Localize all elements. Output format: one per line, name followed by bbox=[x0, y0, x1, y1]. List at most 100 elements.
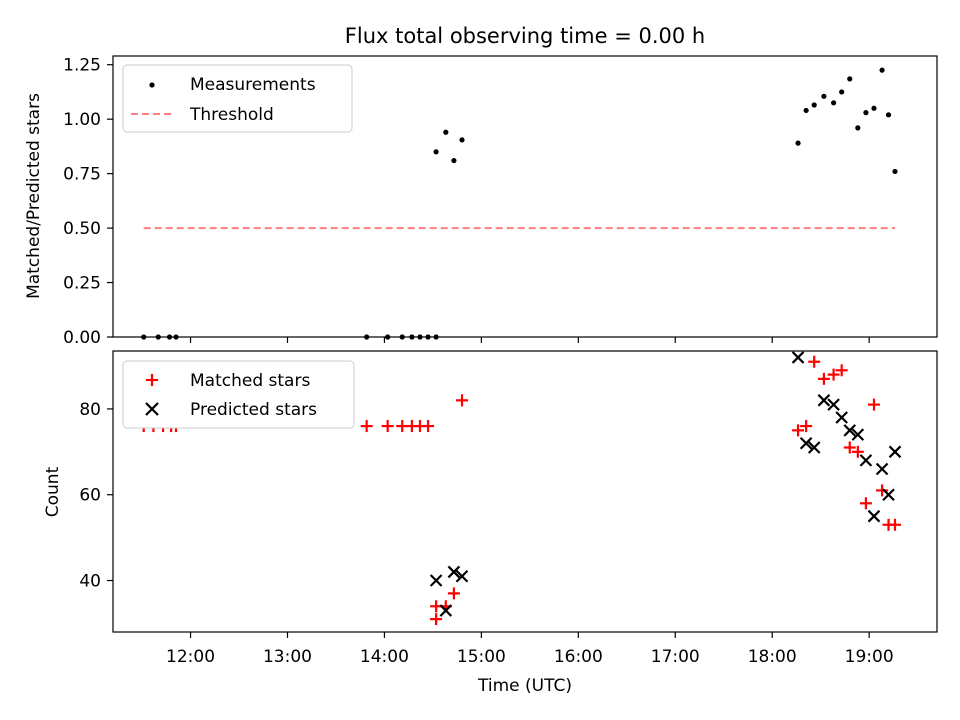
x-tick-label: 13:00 bbox=[263, 647, 312, 667]
x-tick-label: 14:00 bbox=[360, 647, 409, 667]
top-legend: Measurements Threshold bbox=[122, 64, 353, 133]
measurement-point bbox=[892, 168, 898, 175]
bottom-y-tick-label: 60 bbox=[79, 486, 101, 506]
predicted-star-marker bbox=[835, 411, 848, 424]
predicted-star-marker bbox=[859, 454, 873, 467]
measurement-point bbox=[385, 334, 391, 340]
predicted-star-marker bbox=[799, 436, 813, 450]
x-tick-label: 18:00 bbox=[748, 647, 797, 667]
matched-star-marker bbox=[360, 420, 373, 433]
measurement-point bbox=[433, 334, 439, 340]
measurement-point bbox=[141, 334, 147, 340]
top-panel: 0.00 0.25 0.50 0.75 1.00 1.25 Matched/Predict… bbox=[24, 55, 938, 348]
matched-star-marker bbox=[800, 420, 813, 433]
predicted-star-marker bbox=[455, 569, 469, 583]
measurement-point bbox=[425, 334, 431, 340]
top-y-tick-label: 0.25 bbox=[63, 274, 101, 294]
measurement-point bbox=[821, 93, 827, 99]
legend-predicted-marker bbox=[145, 402, 159, 416]
predicted-star-marker bbox=[429, 574, 443, 587]
matched-star-marker bbox=[422, 420, 435, 433]
measurement-point bbox=[443, 129, 449, 135]
matched-star-marker bbox=[859, 497, 872, 510]
measurement-point bbox=[433, 149, 439, 155]
legend-measurements-marker bbox=[149, 82, 155, 88]
top-x-ticks bbox=[189, 337, 870, 343]
matched-star-marker bbox=[876, 484, 889, 497]
measurement-point bbox=[459, 137, 465, 143]
top-y-tick-label: 1.25 bbox=[63, 56, 101, 76]
bottom-legend: Matched stars Predicted stars bbox=[122, 360, 355, 429]
predicted-star-marker bbox=[827, 398, 840, 411]
legend-threshold-label: Threshold bbox=[189, 105, 274, 125]
chart-title: Flux total observing time = 0.00 h bbox=[345, 24, 705, 48]
matched-star-marker bbox=[851, 445, 864, 458]
top-y-tick-label: 0.00 bbox=[63, 328, 101, 348]
predicted-star-marker bbox=[817, 394, 831, 407]
x-tick-label: 17:00 bbox=[651, 647, 700, 667]
measurement-point bbox=[863, 110, 869, 116]
top-y-axis-label: Matched/Predicted stars bbox=[24, 93, 44, 299]
top-plot-frame bbox=[112, 55, 938, 338]
measurement-point bbox=[847, 76, 853, 82]
measurement-point bbox=[803, 107, 809, 114]
predicted-star-marker bbox=[807, 441, 821, 454]
measurement-point bbox=[855, 125, 861, 131]
predicted-star-marker bbox=[447, 565, 461, 579]
matched-star-marker bbox=[835, 364, 848, 377]
measurement-point bbox=[173, 334, 179, 340]
matched-star-marker bbox=[827, 368, 840, 381]
matched-star-marker bbox=[455, 394, 468, 407]
bottom-y-tick-label: 40 bbox=[79, 572, 101, 592]
matched-star-marker bbox=[808, 355, 821, 368]
measurement-point bbox=[399, 334, 405, 340]
matched-star-marker bbox=[888, 518, 901, 531]
matched-star-marker bbox=[817, 372, 830, 385]
matched-star-marker bbox=[447, 587, 460, 600]
measurement-point bbox=[409, 334, 415, 340]
top-y-ticks: 0.00 0.25 0.50 0.75 1.00 1.25 bbox=[63, 56, 113, 348]
measurement-point bbox=[155, 334, 161, 340]
bottom-panel: 40 60 80 12:00 13:00 14:00 15:00 16:00 17:00 18:… bbox=[43, 350, 938, 696]
bottom-x-ticks: 12:00 13:00 14:00 15:00 16:00 17:00 18:00 19:00 bbox=[166, 632, 894, 667]
measurement-point bbox=[871, 105, 877, 111]
measurement-point bbox=[451, 157, 457, 164]
bottom-legend-box bbox=[122, 360, 355, 429]
predicted-star-marker bbox=[882, 488, 895, 501]
top-legend-box bbox=[122, 64, 353, 133]
legend-matched-marker bbox=[146, 374, 158, 386]
x-axis-label: Time (UTC) bbox=[477, 676, 572, 696]
top-y-tick-label: 1.00 bbox=[63, 110, 101, 130]
predicted-star-marker bbox=[851, 428, 865, 441]
matched-star-marker bbox=[792, 424, 805, 437]
bottom-y-ticks: 40 60 80 bbox=[79, 400, 113, 592]
measurement-point bbox=[830, 100, 837, 106]
legend-measurements-label: Measurements bbox=[190, 75, 316, 95]
predicted-star-marker bbox=[875, 462, 889, 476]
measurement-point bbox=[417, 334, 423, 340]
top-y-tick-label: 0.75 bbox=[63, 165, 101, 185]
x-tick-label: 15:00 bbox=[457, 647, 506, 667]
predicted-star-marker bbox=[888, 445, 902, 459]
matched-star-marker bbox=[381, 420, 394, 433]
matched-star-marker bbox=[843, 441, 856, 454]
legend-matched-label: Matched stars bbox=[190, 371, 310, 391]
measurement-point bbox=[811, 102, 817, 108]
predicted-star-marker bbox=[867, 509, 881, 523]
measurement-point bbox=[166, 334, 173, 340]
measurement-points bbox=[141, 67, 898, 340]
matched-star-marker bbox=[430, 613, 443, 626]
matched-star-marker bbox=[867, 398, 880, 411]
measurement-point bbox=[879, 67, 885, 73]
x-tick-label: 12:00 bbox=[166, 647, 215, 667]
measurement-point bbox=[795, 140, 801, 146]
bottom-y-tick-label: 80 bbox=[79, 400, 101, 420]
measurement-point bbox=[839, 89, 845, 95]
bottom-y-axis-label: Count bbox=[43, 466, 63, 517]
legend-predicted-label: Predicted stars bbox=[190, 400, 317, 420]
bottom-plot-frame bbox=[112, 350, 938, 633]
predicted-star-marker bbox=[439, 604, 453, 617]
x-tick-label: 19:00 bbox=[845, 647, 894, 667]
measurement-point bbox=[364, 334, 370, 340]
measurement-point bbox=[885, 112, 892, 118]
